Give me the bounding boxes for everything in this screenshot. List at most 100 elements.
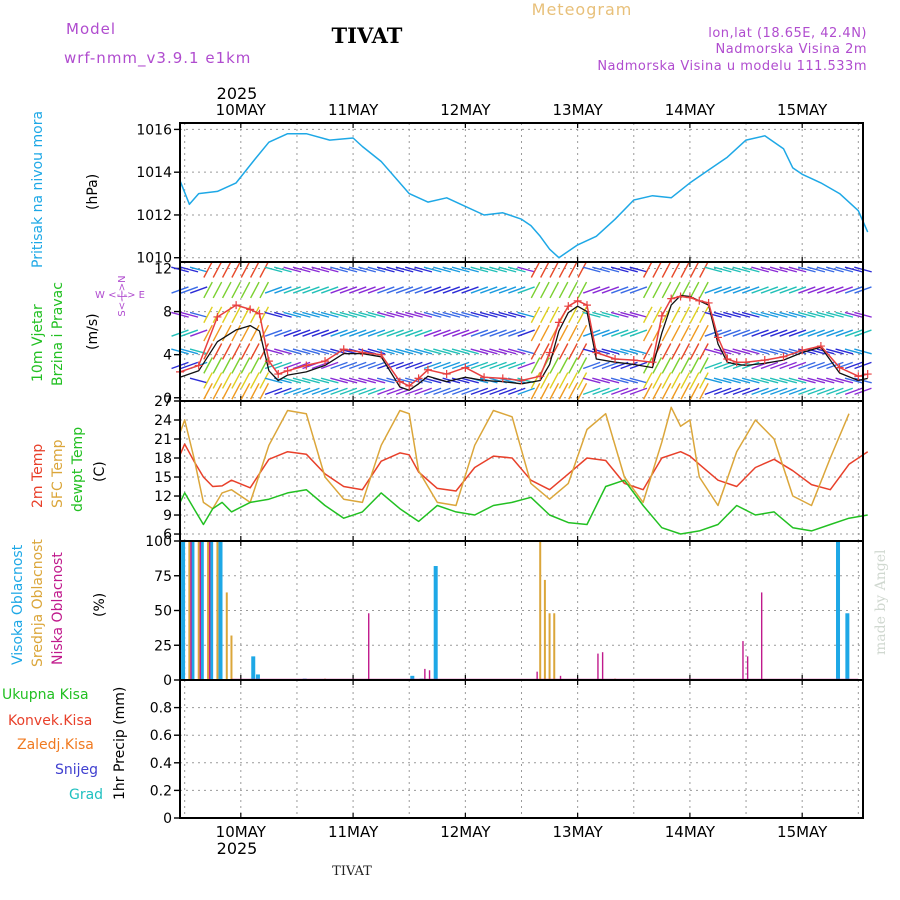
wind-arrow [189,377,208,384]
wind-arrow [689,261,700,278]
wind-arrow [461,377,479,384]
wind-arrow [760,377,779,384]
wind-arrow [592,361,610,370]
wind-arrow [723,311,741,318]
wind-arrow [760,348,779,355]
wind-arrow [769,377,788,384]
wind-arrow [264,387,283,396]
wind-arrow [517,266,536,273]
wind-arrow [652,372,663,389]
wind-arrow [699,324,709,342]
y-tick-label: 9 [163,508,172,524]
wind-arrow [549,383,560,400]
wind-arrow [661,343,672,360]
wind-arrow [816,329,835,337]
wind-arrow [231,383,241,400]
wind-arrow [498,266,517,273]
wind-arrow [442,387,461,396]
wind-arrow [713,361,732,370]
pressure-line [179,132,869,259]
pressure-frame [179,122,864,263]
wind-arrow [568,261,578,278]
day-label-bottom: 14MAY [665,823,716,841]
mid_cloud-bar [207,541,210,680]
wind-arrow [611,286,629,294]
wind-arrow [620,329,638,337]
wind-arrow [689,343,700,360]
wind-arrow [189,266,208,273]
wind-gust-marker [554,318,563,327]
y-tick-label: 0.2 [150,783,172,799]
wind-arrow [423,286,442,294]
wind-arrow [816,286,835,294]
wind-arrow [807,266,826,273]
wind-arrow [788,286,807,294]
y-tick-label: 15 [154,470,172,486]
wind-arrow [339,286,358,294]
wind-arrow [671,261,681,278]
wind-arrow [320,377,339,384]
wind-arrow [508,286,526,294]
wind-arrow [798,387,816,396]
wind-arrow [433,311,451,318]
wind-arrow [770,361,788,370]
model-label: Model [66,20,116,38]
wind-arrow [577,261,588,278]
wind-arrow [611,387,629,396]
wind-arrow [642,324,653,342]
wind-arrow [723,266,741,273]
wind-arrow [592,387,610,396]
wind-arrow [190,388,207,394]
wind-arrow [180,329,199,337]
day-label-top: 11MAY [328,101,379,119]
wind-arrow [742,286,760,294]
wind-arrow [788,266,807,273]
wind-arrow [470,329,489,337]
wind-arrow [549,261,560,278]
wind-gust-marker [414,374,423,383]
wind-arrow [292,266,311,273]
wind-arrow [652,261,663,278]
low_cloud-bar [428,670,431,680]
wind-arrow [508,329,526,337]
wind-arrow [568,372,578,389]
wind-arrow [760,361,779,370]
wind-arrow [671,383,681,400]
wind-arrow [769,266,788,273]
wind-arrow [414,266,433,273]
wind-arrow [274,329,292,337]
wind-arrow [339,266,358,273]
wind-arrow [844,266,863,273]
day-label-top: 14MAY [665,101,716,119]
wind-arrow [259,261,270,278]
wind-arrow [433,348,451,355]
wind-arrow [423,329,442,337]
wind-arrow [339,361,358,370]
wind-arrow [741,266,760,273]
wind-arrow [642,372,653,389]
wind-arrow [797,311,816,318]
wind-arrow [689,306,700,324]
wind-arrow [601,361,620,370]
wind-arrow [558,324,569,342]
low_cloud-bar [368,613,370,680]
wind-arrow [699,372,709,389]
wind-arrow [704,286,722,294]
wind-arrow [558,372,569,389]
wind-arrow [203,343,213,360]
wind-arrow [367,348,386,355]
precip-label-total: Ukupna Kisa [2,687,89,703]
wind-arrow [442,329,461,337]
wind-arrow [489,387,507,396]
wind-arrow [620,286,638,294]
high_cloud-bar [836,541,841,680]
wind-arrow [461,311,479,318]
wind-arrow [221,383,232,400]
y-tick-label: 1012 [136,208,172,224]
wind-arrow [732,329,751,337]
wind-arrow [259,281,270,299]
wind-arrow [367,311,386,318]
wind-arrow [844,286,863,294]
wind-arrow [479,266,498,273]
wind-arrow [231,306,241,324]
